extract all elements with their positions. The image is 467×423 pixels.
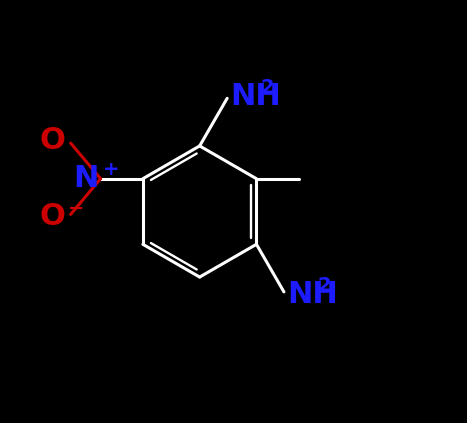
Text: NH: NH — [287, 280, 338, 308]
Text: N: N — [73, 164, 99, 193]
Text: O: O — [40, 126, 65, 156]
Text: +: + — [103, 160, 119, 179]
Text: O: O — [40, 202, 65, 231]
Text: NH: NH — [231, 82, 281, 111]
Text: 2: 2 — [318, 276, 332, 295]
Text: −: − — [68, 198, 85, 217]
Text: 2: 2 — [261, 78, 275, 97]
